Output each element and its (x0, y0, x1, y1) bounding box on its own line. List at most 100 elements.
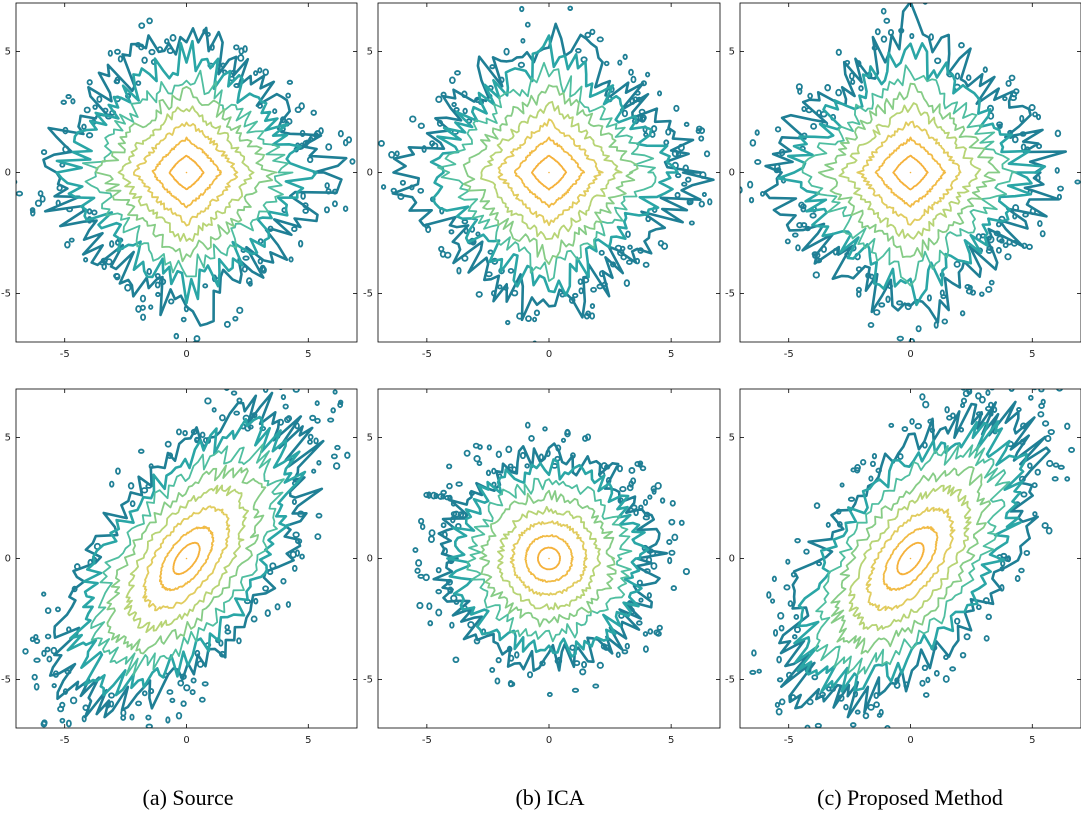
x-tick-label: -5 (784, 735, 794, 746)
contour-blob (615, 651, 621, 659)
contour-blob (314, 400, 320, 407)
contour-blob (850, 739, 854, 745)
contour-blob (419, 523, 426, 531)
contour-blob (435, 95, 443, 104)
contour-blob (1020, 143, 1027, 152)
x-tick-label: -5 (422, 735, 432, 746)
contour-blob (192, 340, 199, 342)
contour-blob (467, 621, 475, 629)
contour-blob (707, 198, 713, 206)
contour-blob (642, 645, 649, 653)
contour-blob (584, 433, 592, 441)
contour-blob (647, 628, 654, 635)
contour-blob (310, 109, 317, 116)
contour-blob (129, 713, 135, 721)
contour-blob (85, 132, 94, 139)
contour-blob (793, 614, 800, 620)
contour-blob (1032, 389, 1038, 391)
contour-blob (412, 547, 419, 553)
contour-line (814, 443, 1011, 676)
contour-blob (854, 463, 861, 472)
contour-blob (324, 182, 330, 189)
contour-blob (630, 477, 637, 485)
contour-blob (199, 431, 206, 439)
contour-blob (309, 414, 317, 422)
contour-blob (135, 80, 142, 86)
contour-blob (801, 105, 807, 113)
contour-blob (344, 451, 351, 459)
contour-blob (306, 156, 314, 164)
contour-blob (44, 633, 52, 640)
contour-blob (332, 462, 341, 470)
contour-blob (218, 639, 224, 647)
contour-blob (288, 256, 294, 263)
contour-blob (800, 206, 807, 213)
contour-blob (274, 381, 278, 386)
contour-blob (813, 502, 821, 510)
contour-blob (427, 620, 434, 627)
contour-blob (603, 60, 610, 67)
contour-blob (81, 123, 87, 130)
contour-blob (1042, 420, 1050, 427)
contour-blob (871, 452, 878, 460)
contour-blob (311, 468, 317, 474)
contour-blob (650, 562, 658, 570)
contour-blob (682, 567, 691, 576)
contour-line (509, 520, 588, 597)
contour-blob (91, 209, 98, 216)
contour-blob (885, 295, 891, 304)
contour-blob (173, 332, 180, 340)
contour-blob (770, 598, 776, 604)
contour-blob (960, 389, 967, 391)
contour-blob (596, 661, 604, 669)
contour-blob (751, 649, 757, 657)
contour-line (776, 42, 1047, 307)
contour-blob (524, 463, 530, 469)
contour-blob (262, 68, 269, 76)
contour-blob (330, 407, 336, 414)
contour-blob (533, 309, 541, 317)
contour-line (801, 64, 1018, 287)
contour-plots: -5 0 5 -5 0 5 -5 0 5 -5 0 5 -5 0 5 -5 0 5 -5 0 5 -5 0 5 -5 0 5 -5 0 5… (1, 2, 1081, 746)
contour-blob (880, 7, 887, 15)
contour-blob (958, 42, 965, 49)
contour-blob (41, 719, 48, 727)
contour-blob (775, 708, 783, 716)
contour-blob (314, 533, 322, 541)
contour-panel: -5 0 5 -5 0 5 (1, 2, 358, 360)
contour-blob (855, 286, 862, 294)
contour-blob (170, 343, 174, 349)
contour-blob (507, 680, 514, 688)
contour-blob (646, 592, 652, 599)
contour-blob (30, 209, 36, 217)
contour-blob (300, 192, 306, 200)
contour-blob (286, 79, 294, 85)
contour-blob (425, 225, 432, 234)
contour-blob (519, 5, 525, 13)
contour-blob (569, 644, 576, 651)
contour-panel: -5 0 5 -5 0 5 (363, 388, 721, 746)
contour-blob (748, 196, 755, 204)
contour-blob (873, 701, 880, 708)
contour-blob (96, 95, 103, 103)
contour-blob (115, 467, 121, 475)
contour-line (42, 26, 348, 327)
contour-blob (926, 294, 932, 302)
contour-blob (316, 459, 322, 466)
contour-blob (204, 397, 212, 405)
contour-blob (637, 462, 643, 468)
contour-blob (233, 44, 240, 51)
contour-blob (429, 140, 436, 147)
contour-blob (760, 191, 766, 197)
contour-blob (774, 126, 782, 133)
contour-blob (880, 35, 888, 43)
contour-panel: -5 0 5 -5 0 5 (725, 2, 1081, 360)
contour-blob (452, 656, 460, 664)
contour-blob (486, 444, 492, 451)
contour-blob (109, 240, 115, 248)
contour-blob (701, 191, 707, 198)
contour-blob (272, 367, 276, 371)
contour-blob (223, 320, 231, 328)
contour-blob (345, 136, 353, 144)
contour-blob (835, 48, 842, 56)
